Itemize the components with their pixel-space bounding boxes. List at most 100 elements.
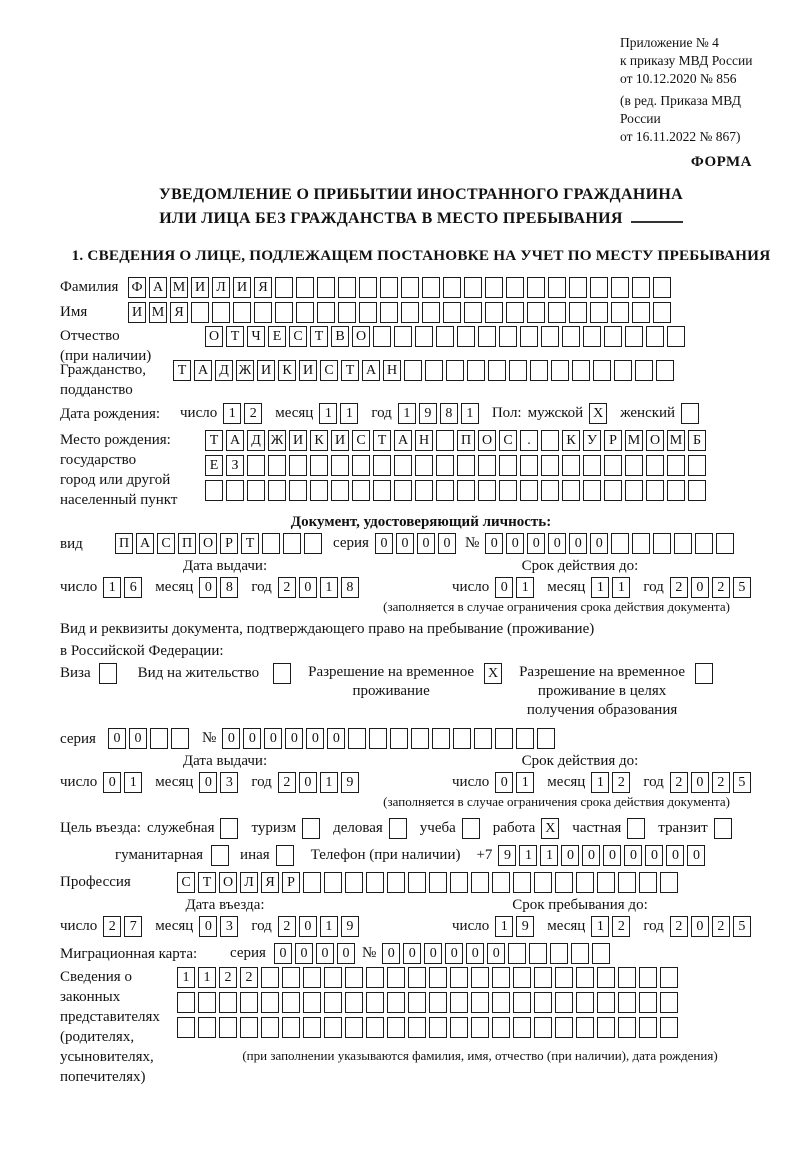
char-box[interactable] [211,845,230,866]
char-box[interactable] [394,480,412,501]
char-box[interactable] [471,872,489,893]
char-box[interactable] [345,992,363,1013]
char-box[interactable]: 3 [220,916,239,937]
char-box[interactable] [530,360,548,381]
char-box[interactable] [289,455,307,476]
char-box[interactable] [550,943,569,964]
char-box[interactable] [541,480,559,501]
char-box[interactable] [453,728,472,749]
char-box[interactable]: 0 [645,845,664,866]
char-box[interactable] [198,1017,216,1038]
char-box[interactable] [635,360,653,381]
char-box[interactable]: 1 [591,577,610,598]
char-box[interactable]: 1 [397,403,416,424]
char-box[interactable] [555,967,573,988]
char-box[interactable] [150,728,168,749]
char-box[interactable] [562,326,580,347]
char-box[interactable] [296,277,314,298]
char-box[interactable]: С [177,872,195,893]
char-box[interactable]: 0 [416,533,435,554]
char-box[interactable]: 9 [340,772,359,793]
char-box[interactable] [646,480,664,501]
char-box[interactable]: X [589,403,608,424]
char-box[interactable] [667,326,685,347]
char-box[interactable]: Ж [236,360,254,381]
char-box[interactable] [380,302,398,323]
char-box[interactable] [534,1017,552,1038]
char-box[interactable]: 0 [582,845,601,866]
char-box[interactable] [597,1017,615,1038]
char-box[interactable]: Ж [268,430,286,451]
char-box[interactable]: X [484,663,503,684]
char-box[interactable]: Е [268,326,286,347]
char-box[interactable] [345,967,363,988]
char-box[interactable]: Т [205,430,223,451]
char-box[interactable] [352,480,370,501]
char-box[interactable] [432,728,451,749]
char-box[interactable] [492,872,510,893]
char-box[interactable]: 0 [445,943,464,964]
char-box[interactable] [283,533,301,554]
char-box[interactable]: 0 [374,533,393,554]
char-box[interactable] [394,455,412,476]
char-box[interactable]: 1 [540,845,559,866]
char-box[interactable] [247,480,265,501]
char-box[interactable] [282,1017,300,1038]
char-box[interactable]: И [257,360,275,381]
char-box[interactable] [499,326,517,347]
char-box[interactable]: 2 [669,577,688,598]
char-box[interactable] [390,728,409,749]
char-box[interactable] [520,480,538,501]
char-box[interactable]: 0 [666,845,685,866]
char-box[interactable] [660,992,678,1013]
char-box[interactable] [422,277,440,298]
char-box[interactable]: 0 [285,728,304,749]
char-box[interactable]: 5 [732,772,751,793]
char-box[interactable] [478,480,496,501]
char-box[interactable] [411,728,430,749]
char-box[interactable]: 1 [340,403,359,424]
char-box[interactable] [415,455,433,476]
char-box[interactable] [348,728,367,749]
char-box[interactable] [660,872,678,893]
char-box[interactable] [604,480,622,501]
char-box[interactable] [614,360,632,381]
char-box[interactable] [219,992,237,1013]
char-box[interactable] [443,277,461,298]
char-box[interactable] [653,302,671,323]
char-box[interactable] [394,326,412,347]
char-box[interactable] [611,533,630,554]
char-box[interactable]: К [278,360,296,381]
char-box[interactable] [492,992,510,1013]
char-box[interactable] [324,872,342,893]
char-box[interactable]: 9 [340,916,359,937]
char-box[interactable]: 1 [495,916,514,937]
char-box[interactable]: 2 [277,577,296,598]
char-box[interactable] [366,1017,384,1038]
char-box[interactable]: 0 [569,533,588,554]
char-box[interactable] [590,277,608,298]
char-box[interactable] [177,1017,195,1038]
char-box[interactable] [646,326,664,347]
char-box[interactable] [508,943,527,964]
char-box[interactable] [457,480,475,501]
char-box[interactable]: 0 [485,533,504,554]
char-box[interactable] [576,1017,594,1038]
char-box[interactable] [583,455,601,476]
char-box[interactable] [534,872,552,893]
char-box[interactable] [688,455,706,476]
char-box[interactable] [471,967,489,988]
char-box[interactable] [373,326,391,347]
char-box[interactable]: Я [254,277,272,298]
char-box[interactable] [625,455,643,476]
char-box[interactable] [310,480,328,501]
char-box[interactable]: 0 [264,728,283,749]
char-box[interactable]: Ф [128,277,146,298]
char-box[interactable]: Т [341,360,359,381]
char-box[interactable]: 8 [220,577,239,598]
char-box[interactable] [261,967,279,988]
char-box[interactable]: П [178,533,196,554]
char-box[interactable] [261,1017,279,1038]
char-box[interactable] [247,455,265,476]
char-box[interactable]: О [478,430,496,451]
